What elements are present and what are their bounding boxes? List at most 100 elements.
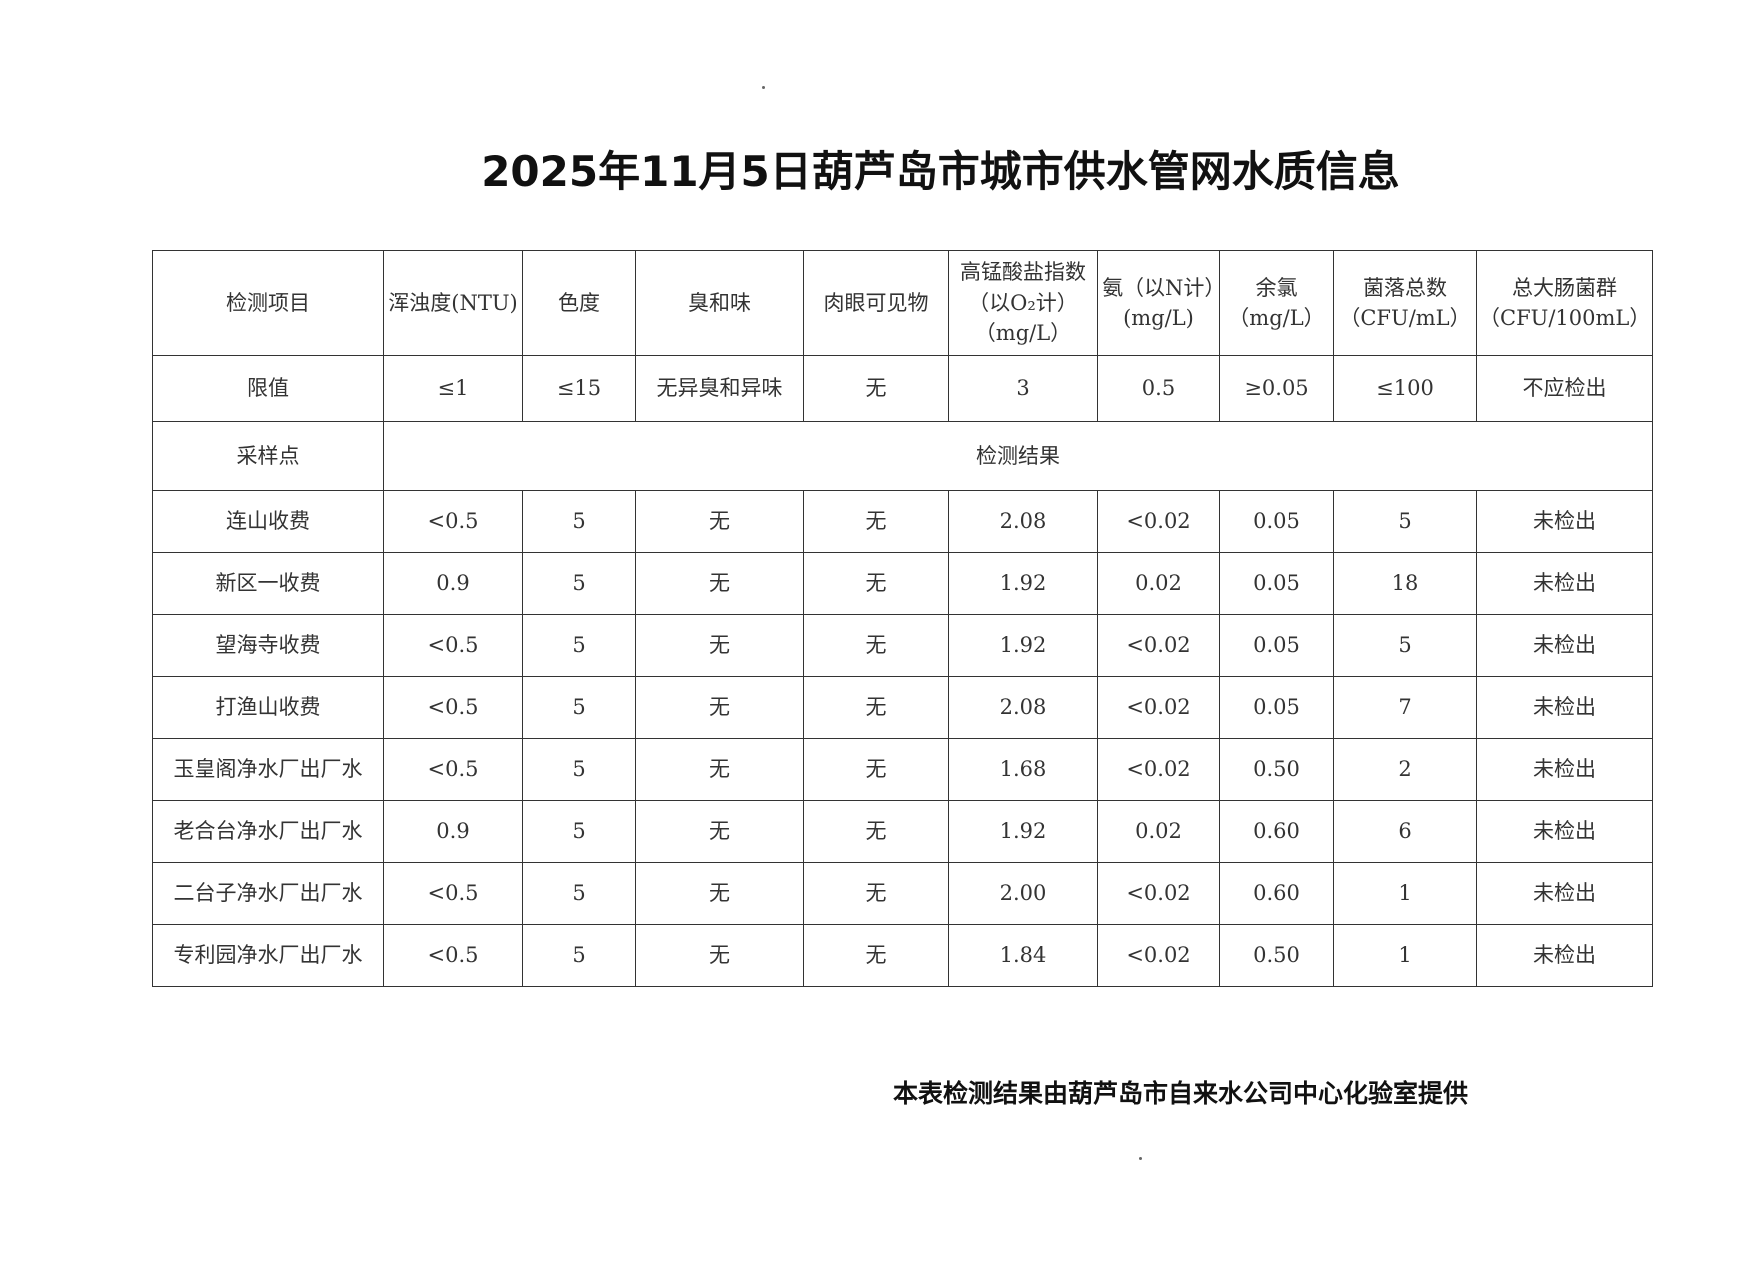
result-cell: <0.02 — [1097, 924, 1220, 987]
sampling-row: 采样点 检测结果 — [152, 421, 1653, 491]
scan-speck — [762, 86, 765, 89]
limit-cell: 无异臭和异味 — [635, 355, 804, 422]
result-cell: <0.02 — [1097, 676, 1220, 739]
header-cell: 菌落总数（CFU/mL） — [1333, 250, 1477, 356]
page-title: 2025年11月5日葫芦岛市城市供水管网水质信息 — [481, 147, 1400, 196]
limit-cell: ≤100 — [1333, 355, 1477, 422]
result-cell: 0.05 — [1219, 490, 1334, 553]
result-cell: 1.92 — [948, 800, 1098, 863]
result-cell: 无 — [803, 490, 949, 553]
result-cell: 无 — [635, 552, 804, 615]
result-cell: 2 — [1333, 738, 1477, 801]
result-cell: 无 — [803, 614, 949, 677]
header-cell: 总大肠菌群（CFU/100mL） — [1476, 250, 1653, 356]
result-cell: 无 — [635, 738, 804, 801]
result-cell: 2.08 — [948, 490, 1098, 553]
result-cell: <0.5 — [383, 738, 523, 801]
limit-cell: 3 — [948, 355, 1098, 422]
result-cell: 1.92 — [948, 614, 1098, 677]
result-cell: 未检出 — [1476, 862, 1653, 925]
result-cell: 无 — [635, 490, 804, 553]
table-row: 望海寺收费 <0.5 5 无无 1.92 <0.02 0.05 5 未检出 — [152, 614, 1653, 677]
result-cell: 无 — [635, 676, 804, 739]
limit-cell: 无 — [803, 355, 949, 422]
sampling-label: 采样点 — [152, 421, 384, 491]
result-cell: 未检出 — [1476, 490, 1653, 553]
sampling-point: 专利园净水厂出厂水 — [152, 924, 384, 987]
result-cell: 0.05 — [1219, 614, 1334, 677]
result-cell: 0.05 — [1219, 552, 1334, 615]
header-cell: 高锰酸盐指数（以O₂计）（mg/L） — [948, 250, 1098, 356]
table-row: 专利园净水厂出厂水 <0.5 5 无无 1.84 <0.02 0.50 1 未检出 — [152, 924, 1653, 987]
result-cell: 5 — [1333, 614, 1477, 677]
result-cell: 无 — [635, 924, 804, 987]
result-cell: 5 — [522, 552, 636, 615]
limits-label: 限值 — [152, 355, 384, 422]
result-cell: 5 — [522, 738, 636, 801]
header-row: 检测项目 浑浊度(NTU) 色度 臭和味 肉眼可见物 高锰酸盐指数（以O₂计）（mg/L）… — [152, 250, 1653, 356]
result-cell: 18 — [1333, 552, 1477, 615]
header-cell: 臭和味 — [635, 250, 804, 356]
result-cell: 无 — [635, 862, 804, 925]
result-cell: <0.02 — [1097, 614, 1220, 677]
sampling-point: 玉皇阁净水厂出厂水 — [152, 738, 384, 801]
result-cell: 未检出 — [1476, 800, 1653, 863]
result-cell: 无 — [803, 738, 949, 801]
result-cell: <0.5 — [383, 490, 523, 553]
table-row: 玉皇阁净水厂出厂水 <0.5 5 无无 1.68 <0.02 0.50 2 未检出 — [152, 738, 1653, 801]
header-cell: 氨（以N计）(mg/L) — [1097, 250, 1220, 356]
result-cell: 5 — [522, 800, 636, 863]
header-cell: 色度 — [522, 250, 636, 356]
result-cell: 1 — [1333, 862, 1477, 925]
result-cell: 0.9 — [383, 800, 523, 863]
sampling-point: 新区一收费 — [152, 552, 384, 615]
result-cell: 5 — [522, 490, 636, 553]
results-label: 检测结果 — [383, 421, 1653, 491]
result-cell: <0.5 — [383, 924, 523, 987]
result-cell: 0.60 — [1219, 800, 1334, 863]
header-cell: 余氯（mg/L） — [1219, 250, 1334, 356]
result-cell: 0.50 — [1219, 738, 1334, 801]
header-cell: 肉眼可见物 — [803, 250, 949, 356]
limit-cell: 0.5 — [1097, 355, 1220, 422]
sampling-point: 打渔山收费 — [152, 676, 384, 739]
result-cell: 2.08 — [948, 676, 1098, 739]
table-row: 二台子净水厂出厂水 <0.5 5 无无 2.00 <0.02 0.60 1 未检出 — [152, 862, 1653, 925]
result-cell: 无 — [803, 552, 949, 615]
result-cell: 5 — [522, 862, 636, 925]
result-cell: 无 — [803, 862, 949, 925]
result-cell: 7 — [1333, 676, 1477, 739]
footer-note: 本表检测结果由葫芦岛市自来水公司中心化验室提供 — [893, 1079, 1469, 1108]
result-cell: 0.50 — [1219, 924, 1334, 987]
result-cell: 无 — [635, 614, 804, 677]
limit-cell: 不应检出 — [1476, 355, 1653, 422]
result-cell: 无 — [803, 676, 949, 739]
result-cell: 0.9 — [383, 552, 523, 615]
result-cell: 0.02 — [1097, 552, 1220, 615]
result-cell: <0.5 — [383, 676, 523, 739]
sampling-point: 二台子净水厂出厂水 — [152, 862, 384, 925]
sampling-point: 连山收费 — [152, 490, 384, 553]
table-row: 老合台净水厂出厂水 0.9 5 无无 1.92 0.02 0.60 6 未检出 — [152, 800, 1653, 863]
result-cell: 未检出 — [1476, 924, 1653, 987]
result-cell: 0.02 — [1097, 800, 1220, 863]
result-cell: 0.60 — [1219, 862, 1334, 925]
result-cell: 5 — [522, 614, 636, 677]
limit-cell: ≥0.05 — [1219, 355, 1334, 422]
result-cell: 1.68 — [948, 738, 1098, 801]
result-cell: 5 — [522, 676, 636, 739]
result-cell: 1.92 — [948, 552, 1098, 615]
result-cell: 6 — [1333, 800, 1477, 863]
result-cell: <0.02 — [1097, 738, 1220, 801]
limit-cell: ≤15 — [522, 355, 636, 422]
result-cell: 未检出 — [1476, 738, 1653, 801]
sampling-point: 老合台净水厂出厂水 — [152, 800, 384, 863]
limit-cell: ≤1 — [383, 355, 523, 422]
header-cell: 浑浊度(NTU) — [383, 250, 523, 356]
result-cell: 1.84 — [948, 924, 1098, 987]
result-cell: <0.02 — [1097, 862, 1220, 925]
result-cell: 无 — [803, 800, 949, 863]
water-quality-table: 检测项目 浑浊度(NTU) 色度 臭和味 肉眼可见物 高锰酸盐指数（以O₂计）（mg/L）… — [152, 250, 1653, 987]
result-cell: <0.5 — [383, 614, 523, 677]
table-row: 打渔山收费 <0.5 5 无无 2.08 <0.02 0.05 7 未检出 — [152, 676, 1653, 739]
